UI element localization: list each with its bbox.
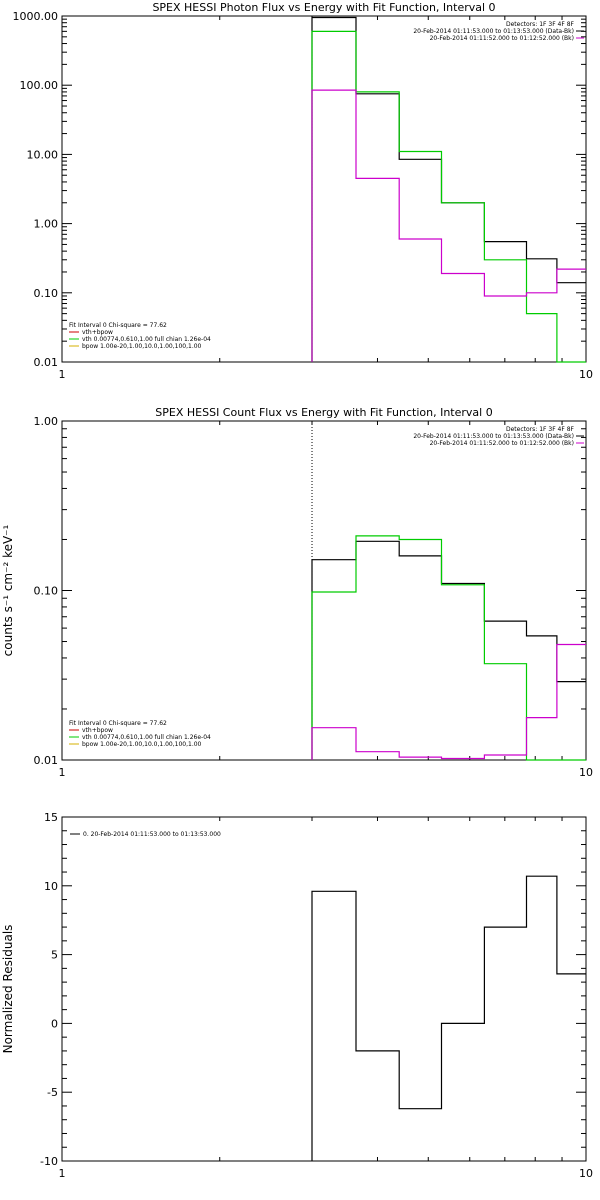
x-tick-label: 10 (579, 1167, 593, 1180)
x-tick-label: 10 (579, 368, 593, 381)
legend-text-bottom-left: vth+bpow (82, 329, 113, 336)
y-tick-label: 1.00 (34, 415, 59, 428)
y-tick-label: -10 (40, 1155, 58, 1168)
series-line-1-2 (311, 643, 586, 760)
y-tick-label: 10 (44, 880, 58, 893)
series-line-0-1 (311, 30, 586, 363)
plot-frame-1 (61, 420, 587, 761)
chart-title-1: SPEX HESSI Count Flux vs Energy with Fit… (155, 406, 492, 419)
x-tick-label: 1 (59, 1167, 66, 1180)
legend-text-bottom-left: vth 0.00774,0.610,1.00 full chian 1.26e-… (82, 734, 211, 741)
series-line-1-1 (311, 535, 586, 761)
y-tick-label: 0.01 (34, 754, 59, 767)
y-tick-label: 1.00 (34, 218, 59, 231)
x-tick-label: 1 (59, 368, 66, 381)
legend-text-bottom-left: vth+bpow (82, 727, 113, 734)
legend-text-bottom-left: Fit Interval 0 Chi-square = 77.62 (69, 322, 167, 329)
legend-text-top-right: Detectors: 1F 3F 4F 8F (506, 426, 575, 433)
series-line-0-0 (311, 16, 586, 362)
series-line-0-2 (311, 89, 586, 362)
legend-text-top-right: 20-Feb-2014 01:11:53.000 to 01:13:53.000… (413, 28, 574, 35)
y-tick-label: 1000.00 (13, 10, 59, 23)
x-tick-label: 10 (579, 766, 593, 779)
y-tick-label: 5 (51, 949, 58, 962)
y-tick-label: 0.10 (34, 287, 59, 300)
x-tick-label: 1 (59, 766, 66, 779)
legend-text-top-right: 20-Feb-2014 01:11:52.000 to 01:12:52.000… (430, 440, 574, 447)
y-axis-label-1: counts s⁻¹ cm⁻² keV⁻¹ (1, 524, 15, 656)
legend-text-top-left: 0. 20-Feb-2014 01:11:53.000 to 01:13:53.… (83, 831, 221, 838)
y-tick-label: 100.00 (20, 79, 59, 92)
y-tick-label: 10.00 (27, 148, 59, 161)
y-axis-label-2: Normalized Residuals (1, 925, 15, 1054)
legend-text-top-right: 20-Feb-2014 01:11:52.000 to 01:12:52.000… (430, 35, 574, 42)
series-line-2-0 (311, 875, 586, 1161)
y-tick-label: -5 (47, 1086, 58, 1099)
plot-frame-0 (61, 15, 587, 363)
legend-text-bottom-left: vth 0.00774,0.610,1.00 full chian 1.26e-… (82, 336, 211, 343)
legend-text-bottom-left: Fit Interval 0 Chi-square = 77.62 (69, 720, 167, 727)
plot-frame-2 (61, 816, 587, 1162)
legend-text-top-right: 20-Feb-2014 01:11:53.000 to 01:13:53.000… (413, 433, 574, 440)
y-tick-label: 15 (44, 811, 58, 824)
y-tick-label: 0.10 (34, 585, 59, 598)
legend-text-top-right: Detectors: 1F 3F 4F 8F (506, 21, 575, 28)
y-tick-label: 0.01 (34, 356, 59, 369)
legend-text-bottom-left: bpow 1.00e-20,1.00,10.0,1.00,100,1.00 (82, 741, 202, 748)
y-tick-label: 0 (51, 1017, 58, 1030)
chart-title-0: SPEX HESSI Photon Flux vs Energy with Fi… (152, 1, 495, 14)
legend-text-bottom-left: bpow 1.00e-20,1.00,10.0,1.00,100,1.00 (82, 343, 202, 350)
